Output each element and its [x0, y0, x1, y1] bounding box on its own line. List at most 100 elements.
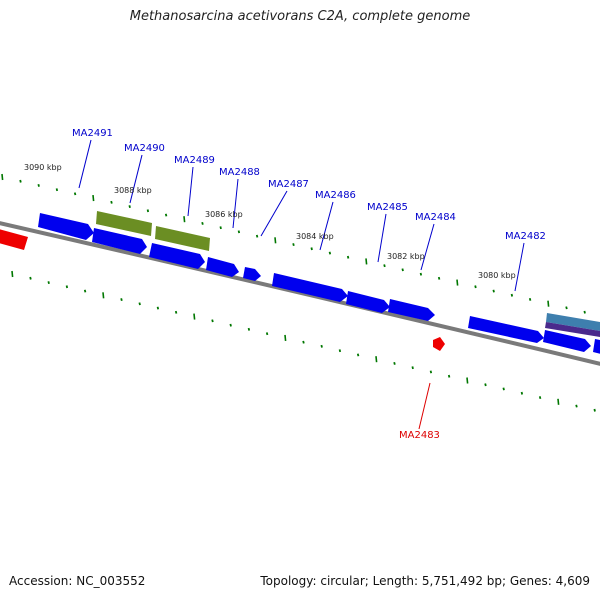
- minor-tick: [110, 200, 113, 204]
- gene-label-ma2488[interactable]: MA2488: [219, 167, 260, 178]
- gene-arrow[interactable]: [206, 257, 239, 277]
- minor-tick: [29, 276, 32, 280]
- gene-label-ma2486[interactable]: MA2486: [315, 190, 356, 201]
- gene-arrow[interactable]: [346, 291, 390, 313]
- minor-tick: [492, 289, 495, 293]
- minor-tick: [265, 332, 269, 336]
- gene-arrow[interactable]: [593, 339, 600, 355]
- minor-tick: [338, 349, 342, 353]
- major-tick: [193, 313, 196, 320]
- gene-arrow[interactable]: [468, 316, 544, 343]
- gene-arrow-red[interactable]: [433, 337, 445, 351]
- minor-tick: [520, 391, 524, 395]
- major-tick: [547, 300, 550, 307]
- minor-tick: [429, 370, 433, 374]
- minor-tick: [19, 179, 22, 183]
- minor-tick: [411, 366, 414, 370]
- major-tick: [375, 356, 378, 363]
- minor-tick: [128, 205, 131, 209]
- callout-line: [187, 166, 194, 217]
- major-tick: [456, 279, 459, 286]
- minor-tick: [575, 404, 578, 408]
- minor-tick: [447, 374, 451, 378]
- callout-line: [260, 190, 288, 237]
- callout-line: [377, 213, 387, 263]
- minor-tick: [474, 285, 477, 289]
- kbp-label: 3084 kbp: [296, 232, 334, 241]
- genome-summary-text: Topology: circular; Length: 5,751,492 bp…: [260, 574, 590, 588]
- gene-arrow[interactable]: [543, 330, 591, 352]
- kbp-label: 3086 kbp: [205, 210, 243, 219]
- major-tick: [557, 398, 560, 405]
- gene-arrow-green[interactable]: [96, 211, 152, 236]
- gene-label-ma2491[interactable]: MA2491: [72, 128, 113, 139]
- callout-line-red: [418, 382, 431, 430]
- gene-arrow-left-red[interactable]: [0, 228, 28, 250]
- major-tick: [11, 270, 14, 278]
- minor-tick: [320, 344, 323, 348]
- minor-tick: [73, 192, 77, 196]
- minor-tick: [538, 396, 542, 400]
- gene-label-ma2482[interactable]: MA2482: [505, 231, 546, 242]
- major-tick: [102, 292, 105, 299]
- gene-label-ma2485[interactable]: MA2485: [367, 202, 408, 213]
- minor-tick: [502, 387, 505, 391]
- minor-tick: [510, 293, 514, 297]
- minor-tick: [401, 268, 404, 272]
- gene-arrow[interactable]: [38, 213, 94, 240]
- minor-tick: [201, 221, 204, 225]
- callout-line: [319, 201, 334, 251]
- minor-tick: [346, 255, 350, 259]
- gene-label-ma2490[interactable]: MA2490: [124, 143, 165, 154]
- accession-text: Accession: NC_003552: [9, 574, 146, 588]
- minor-tick: [83, 289, 87, 293]
- major-tick: [92, 195, 95, 202]
- gene-label-ma2484[interactable]: MA2484: [415, 212, 456, 223]
- kbp-label: 3080 kbp: [478, 271, 516, 280]
- major-tick: [365, 258, 368, 265]
- gene-label-ma2489[interactable]: MA2489: [174, 155, 215, 166]
- minor-tick: [65, 285, 69, 289]
- minor-tick: [164, 213, 168, 217]
- minor-tick: [419, 272, 423, 276]
- major-tick: [466, 377, 469, 384]
- gene-arrow[interactable]: [92, 228, 147, 254]
- page-title: Methanosarcina acetivorans C2A, complete…: [129, 9, 471, 24]
- gene-arrow-purple[interactable]: [545, 322, 600, 337]
- callout-line: [129, 154, 143, 204]
- minor-tick: [211, 319, 214, 323]
- minor-tick: [328, 251, 332, 255]
- major-tick: [1, 173, 4, 181]
- minor-tick: [146, 209, 150, 213]
- gene-arrow[interactable]: [272, 273, 348, 302]
- minor-tick: [292, 243, 295, 247]
- minor-tick: [528, 297, 532, 301]
- minor-tick: [583, 310, 586, 314]
- major-tick: [284, 334, 287, 341]
- gene-label-ma2487[interactable]: MA2487: [268, 179, 309, 190]
- gene-arrow-teal[interactable]: [546, 313, 600, 331]
- minor-tick: [383, 264, 386, 268]
- genome-backbone: [0, 221, 600, 366]
- callout-line: [232, 178, 239, 229]
- minor-tick: [174, 310, 178, 314]
- minor-tick: [247, 327, 251, 331]
- gene-arrow[interactable]: [388, 299, 435, 321]
- gene-arrow[interactable]: [149, 243, 205, 269]
- minor-tick: [120, 298, 123, 302]
- minor-tick: [47, 281, 50, 285]
- minor-tick: [437, 276, 441, 280]
- minor-tick: [593, 408, 596, 412]
- minor-tick: [138, 302, 141, 306]
- callout-lines: [78, 139, 525, 430]
- outer-tick-track: [1, 173, 586, 314]
- minor-tick: [302, 340, 305, 344]
- minor-tick: [237, 230, 241, 234]
- gene-label-ma2483[interactable]: MA2483: [399, 430, 440, 441]
- gene-arrow[interactable]: [243, 267, 261, 281]
- minor-tick: [393, 361, 396, 365]
- minor-tick: [156, 306, 160, 310]
- minor-tick: [310, 247, 313, 251]
- gene-arrow-green[interactable]: [155, 226, 210, 251]
